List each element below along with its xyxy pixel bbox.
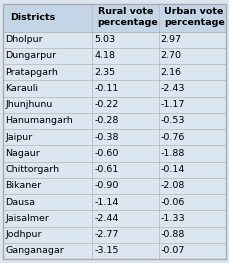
Bar <box>159 194 226 210</box>
Text: -0.38: -0.38 <box>94 133 119 142</box>
Text: -0.90: -0.90 <box>94 181 118 190</box>
Text: Ganganagar: Ganganagar <box>5 246 64 255</box>
Bar <box>92 161 159 178</box>
Bar <box>159 161 226 178</box>
Text: -1.14: -1.14 <box>94 198 118 207</box>
Text: Districts: Districts <box>11 13 56 22</box>
Text: Dholpur: Dholpur <box>5 35 43 44</box>
Text: Dausa: Dausa <box>5 198 35 207</box>
Bar <box>3 178 92 194</box>
Bar <box>3 32 92 48</box>
Text: -2.77: -2.77 <box>94 230 118 239</box>
Bar <box>3 226 92 243</box>
Bar <box>159 48 226 64</box>
Text: Pratapgarh: Pratapgarh <box>5 68 58 77</box>
Bar <box>159 226 226 243</box>
Bar <box>3 194 92 210</box>
Bar <box>3 97 92 113</box>
Text: -3.15: -3.15 <box>94 246 119 255</box>
Bar <box>3 210 92 226</box>
Bar <box>159 97 226 113</box>
Text: Jaipur: Jaipur <box>5 133 33 142</box>
Text: -0.07: -0.07 <box>161 246 185 255</box>
Bar <box>92 97 159 113</box>
Bar <box>159 113 226 129</box>
Bar <box>3 113 92 129</box>
Text: Rural vote
percentage: Rural vote percentage <box>98 7 158 27</box>
Text: -2.43: -2.43 <box>161 84 185 93</box>
Text: Bikaner: Bikaner <box>5 181 41 190</box>
Text: -0.53: -0.53 <box>161 117 185 125</box>
Bar <box>92 243 159 259</box>
Text: 2.16: 2.16 <box>161 68 182 77</box>
Text: 4.18: 4.18 <box>94 52 115 60</box>
Bar <box>159 32 226 48</box>
Text: -1.33: -1.33 <box>161 214 185 223</box>
Bar <box>3 129 92 145</box>
Text: -0.28: -0.28 <box>94 117 118 125</box>
Text: Jodhpur: Jodhpur <box>5 230 42 239</box>
Text: -0.60: -0.60 <box>94 149 118 158</box>
Text: -0.11: -0.11 <box>94 84 118 93</box>
Bar <box>92 113 159 129</box>
Text: Jaisalmer: Jaisalmer <box>5 214 49 223</box>
Text: 2.70: 2.70 <box>161 52 182 60</box>
Text: -0.76: -0.76 <box>161 133 185 142</box>
Text: -1.17: -1.17 <box>161 100 185 109</box>
Text: -0.22: -0.22 <box>94 100 118 109</box>
Text: Chittorgarh: Chittorgarh <box>5 165 59 174</box>
Bar <box>92 178 159 194</box>
Bar <box>159 145 226 161</box>
Bar <box>3 80 92 97</box>
Bar <box>3 48 92 64</box>
Bar <box>3 243 92 259</box>
Text: -0.61: -0.61 <box>94 165 118 174</box>
Bar <box>92 80 159 97</box>
Bar <box>159 64 226 80</box>
Text: -0.06: -0.06 <box>161 198 185 207</box>
Text: Karauli: Karauli <box>5 84 38 93</box>
Bar <box>3 145 92 161</box>
Bar <box>159 129 226 145</box>
Text: -2.44: -2.44 <box>94 214 118 223</box>
Bar <box>159 210 226 226</box>
Bar <box>92 32 159 48</box>
Text: 2.35: 2.35 <box>94 68 115 77</box>
Bar <box>159 178 226 194</box>
Text: Nagaur: Nagaur <box>5 149 40 158</box>
Bar <box>92 48 159 64</box>
Text: -0.88: -0.88 <box>161 230 185 239</box>
Text: -2.08: -2.08 <box>161 181 185 190</box>
Bar <box>92 226 159 243</box>
Bar <box>159 80 226 97</box>
Text: -0.14: -0.14 <box>161 165 185 174</box>
Text: Jhunjhunu: Jhunjhunu <box>5 100 53 109</box>
Text: Dungarpur: Dungarpur <box>5 52 56 60</box>
Bar <box>92 210 159 226</box>
Text: Hanumangarh: Hanumangarh <box>5 117 73 125</box>
Bar <box>3 4 92 32</box>
Bar <box>92 145 159 161</box>
Bar <box>92 129 159 145</box>
Text: 5.03: 5.03 <box>94 35 115 44</box>
Text: Urban vote
percentage: Urban vote percentage <box>164 7 225 27</box>
Text: 2.97: 2.97 <box>161 35 182 44</box>
Bar <box>159 4 226 32</box>
Bar <box>92 64 159 80</box>
Bar <box>92 4 159 32</box>
Bar <box>92 194 159 210</box>
Bar <box>3 64 92 80</box>
Bar <box>3 161 92 178</box>
Bar <box>159 243 226 259</box>
Text: -1.88: -1.88 <box>161 149 185 158</box>
